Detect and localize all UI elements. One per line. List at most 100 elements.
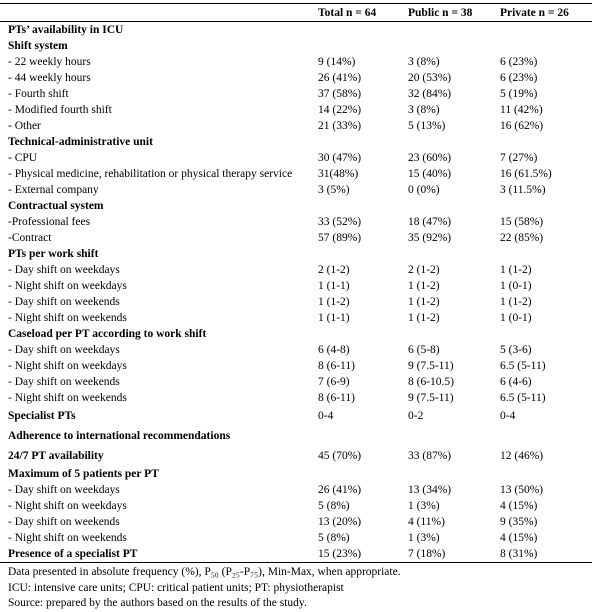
table-row: - Fourth shift 37 (58%) 32 (84%) 5 (19%): [0, 86, 592, 102]
table-row: - Day shift on weekdays 2 (1-2) 2 (1-2) 1 (…: [0, 262, 592, 278]
cell: 5 (8%): [318, 500, 350, 512]
cell: 4 (15%): [500, 500, 538, 512]
empty-cell: [400, 466, 492, 482]
row-label: Presence of a specialist PT: [0, 546, 310, 563]
cell: 14 (22%): [318, 104, 362, 116]
cell: 5 (13%): [408, 120, 446, 132]
cell: 7 (18%): [400, 546, 492, 563]
row-label: - Night shift on weekdays: [8, 360, 127, 372]
table-row: - Day shift on weekends 7 (6-9) 8 (6-10.5)…: [0, 374, 592, 390]
table-row: - Other 21 (33%) 5 (13%) 16 (62%): [0, 118, 592, 134]
cell: 11 (42%): [500, 104, 543, 116]
cell: 8 (6-10.5): [408, 376, 454, 388]
cell: 9 (7.5-11): [408, 392, 454, 404]
row-label: 24/7 PT availability: [8, 450, 104, 462]
cell: 6.5 (5-11): [500, 392, 546, 404]
table-row: Caseload per PT according to work shift: [0, 326, 592, 342]
cell: 4 (11%): [408, 516, 445, 528]
empty-cell: [310, 38, 400, 54]
table-row: Technical-administrative unit: [0, 134, 592, 150]
row-label: - Modified fourth shift: [8, 104, 112, 116]
cell: 1 (1-2): [408, 296, 440, 308]
empty-cell: [400, 426, 492, 446]
cell: 9 (7.5-11): [408, 360, 454, 372]
cell: 1 (3%): [408, 532, 440, 544]
empty-cell: [492, 466, 592, 482]
row-label: - External company: [8, 184, 99, 196]
table-row: - Night shift on weekends 5 (8%) 1 (3%) 4 (…: [0, 530, 592, 546]
cell: 18 (47%): [408, 216, 452, 228]
row-label: - Day shift on weekdays: [8, 344, 120, 356]
empty-cell: [492, 426, 592, 446]
empty-cell: [310, 198, 400, 214]
cell: 16 (62%): [500, 120, 544, 132]
row-label: - Night shift on weekends: [8, 392, 127, 404]
cell: 6 (23%): [500, 72, 538, 84]
cell: 7 (6-9): [318, 376, 350, 388]
cell: 8 (6-11): [318, 392, 355, 404]
row-label: Specialist PTs: [8, 410, 76, 422]
cell: 20 (53%): [408, 72, 452, 84]
note: Source: prepared by the authors based on…: [8, 597, 307, 609]
cell: 1 (1-2): [408, 312, 440, 324]
cell: 13 (20%): [318, 516, 362, 528]
cell: 45 (70%): [318, 450, 362, 462]
row-label: PTs’ availability in ICU: [8, 24, 124, 36]
cell: 23 (60%): [408, 152, 452, 164]
empty-cell: [400, 326, 492, 342]
cell: 3 (8%): [408, 104, 440, 116]
cell: 13 (50%): [500, 484, 544, 496]
cell: 22 (85%): [500, 232, 544, 244]
empty-cell: [400, 246, 492, 262]
empty-cell: [492, 22, 592, 39]
table-row: - Night shift on weekends 1 (1-1) 1 (1-2) 1…: [0, 310, 592, 326]
row-label: Technical-administrative unit: [8, 136, 153, 148]
table-row: - Day shift on weekdays 26 (41%) 13 (34%) 1…: [0, 482, 592, 498]
cell: 1 (1-1): [318, 280, 350, 292]
table-row: - Physical medicine, rehabilitation or p…: [0, 166, 592, 182]
cell: 1 (1-2): [318, 296, 350, 308]
empty-cell: [400, 134, 492, 150]
column-header: Private n = 26: [492, 3, 592, 22]
cell: 0-4: [500, 410, 516, 422]
empty-cell: [492, 134, 592, 150]
header-row: Total n = 64 Public n = 38 Private n = 26: [0, 3, 592, 22]
column-header: Public n = 38: [400, 3, 492, 22]
cell: 0 (0%): [408, 184, 440, 196]
cell: 3 (8%): [408, 56, 440, 68]
cell: 0-4: [318, 410, 334, 422]
table-row: - Day shift on weekends 13 (20%) 4 (11%) 9 …: [0, 514, 592, 530]
table-row: - Day shift on weekdays 6 (4-8) 6 (5-8) 5 (…: [0, 342, 592, 358]
cell: 1 (0-1): [500, 312, 532, 324]
row-label: Maximum of 5 patients per PT: [8, 468, 159, 480]
table-row: - Night shift on weekdays 8 (6-11) 9 (7.5-…: [0, 358, 592, 374]
cell: 0-2: [408, 410, 424, 422]
cell: 15 (23%): [310, 546, 400, 563]
cell: 2 (1-2): [318, 264, 350, 276]
cell: 1 (1-2): [500, 296, 532, 308]
row-label: - Night shift on weekends: [8, 312, 127, 324]
cell: 35 (92%): [408, 232, 452, 244]
cell: 12 (46%): [500, 450, 544, 462]
empty-cell: [310, 426, 400, 446]
cell: 6 (23%): [500, 56, 538, 68]
row-label: - Night shift on weekdays: [8, 280, 127, 292]
table-row: Maximum of 5 patients per PT: [0, 466, 592, 482]
cell: 5 (8%): [318, 532, 350, 544]
cell: 15 (58%): [500, 216, 544, 228]
empty-cell: [400, 198, 492, 214]
cell: 6.5 (5-11): [500, 360, 546, 372]
row-label: Contractual system: [8, 200, 104, 212]
row-label: - Day shift on weekends: [8, 296, 120, 308]
row-label: - Night shift on weekends: [8, 532, 127, 544]
row-label: Shift system: [8, 40, 68, 52]
table-row: - Night shift on weekdays 1 (1-1) 1 (1-2) 1…: [0, 278, 592, 294]
cell: 32 (84%): [408, 88, 452, 100]
cell: 8 (31%): [492, 546, 592, 563]
cell: 3 (11.5%): [500, 184, 546, 196]
cell: 1 (3%): [408, 500, 440, 512]
table-row: - CPU 30 (47%) 23 (60%) 7 (27%): [0, 150, 592, 166]
notes: Data presented in absolute frequency (%)…: [0, 563, 592, 612]
